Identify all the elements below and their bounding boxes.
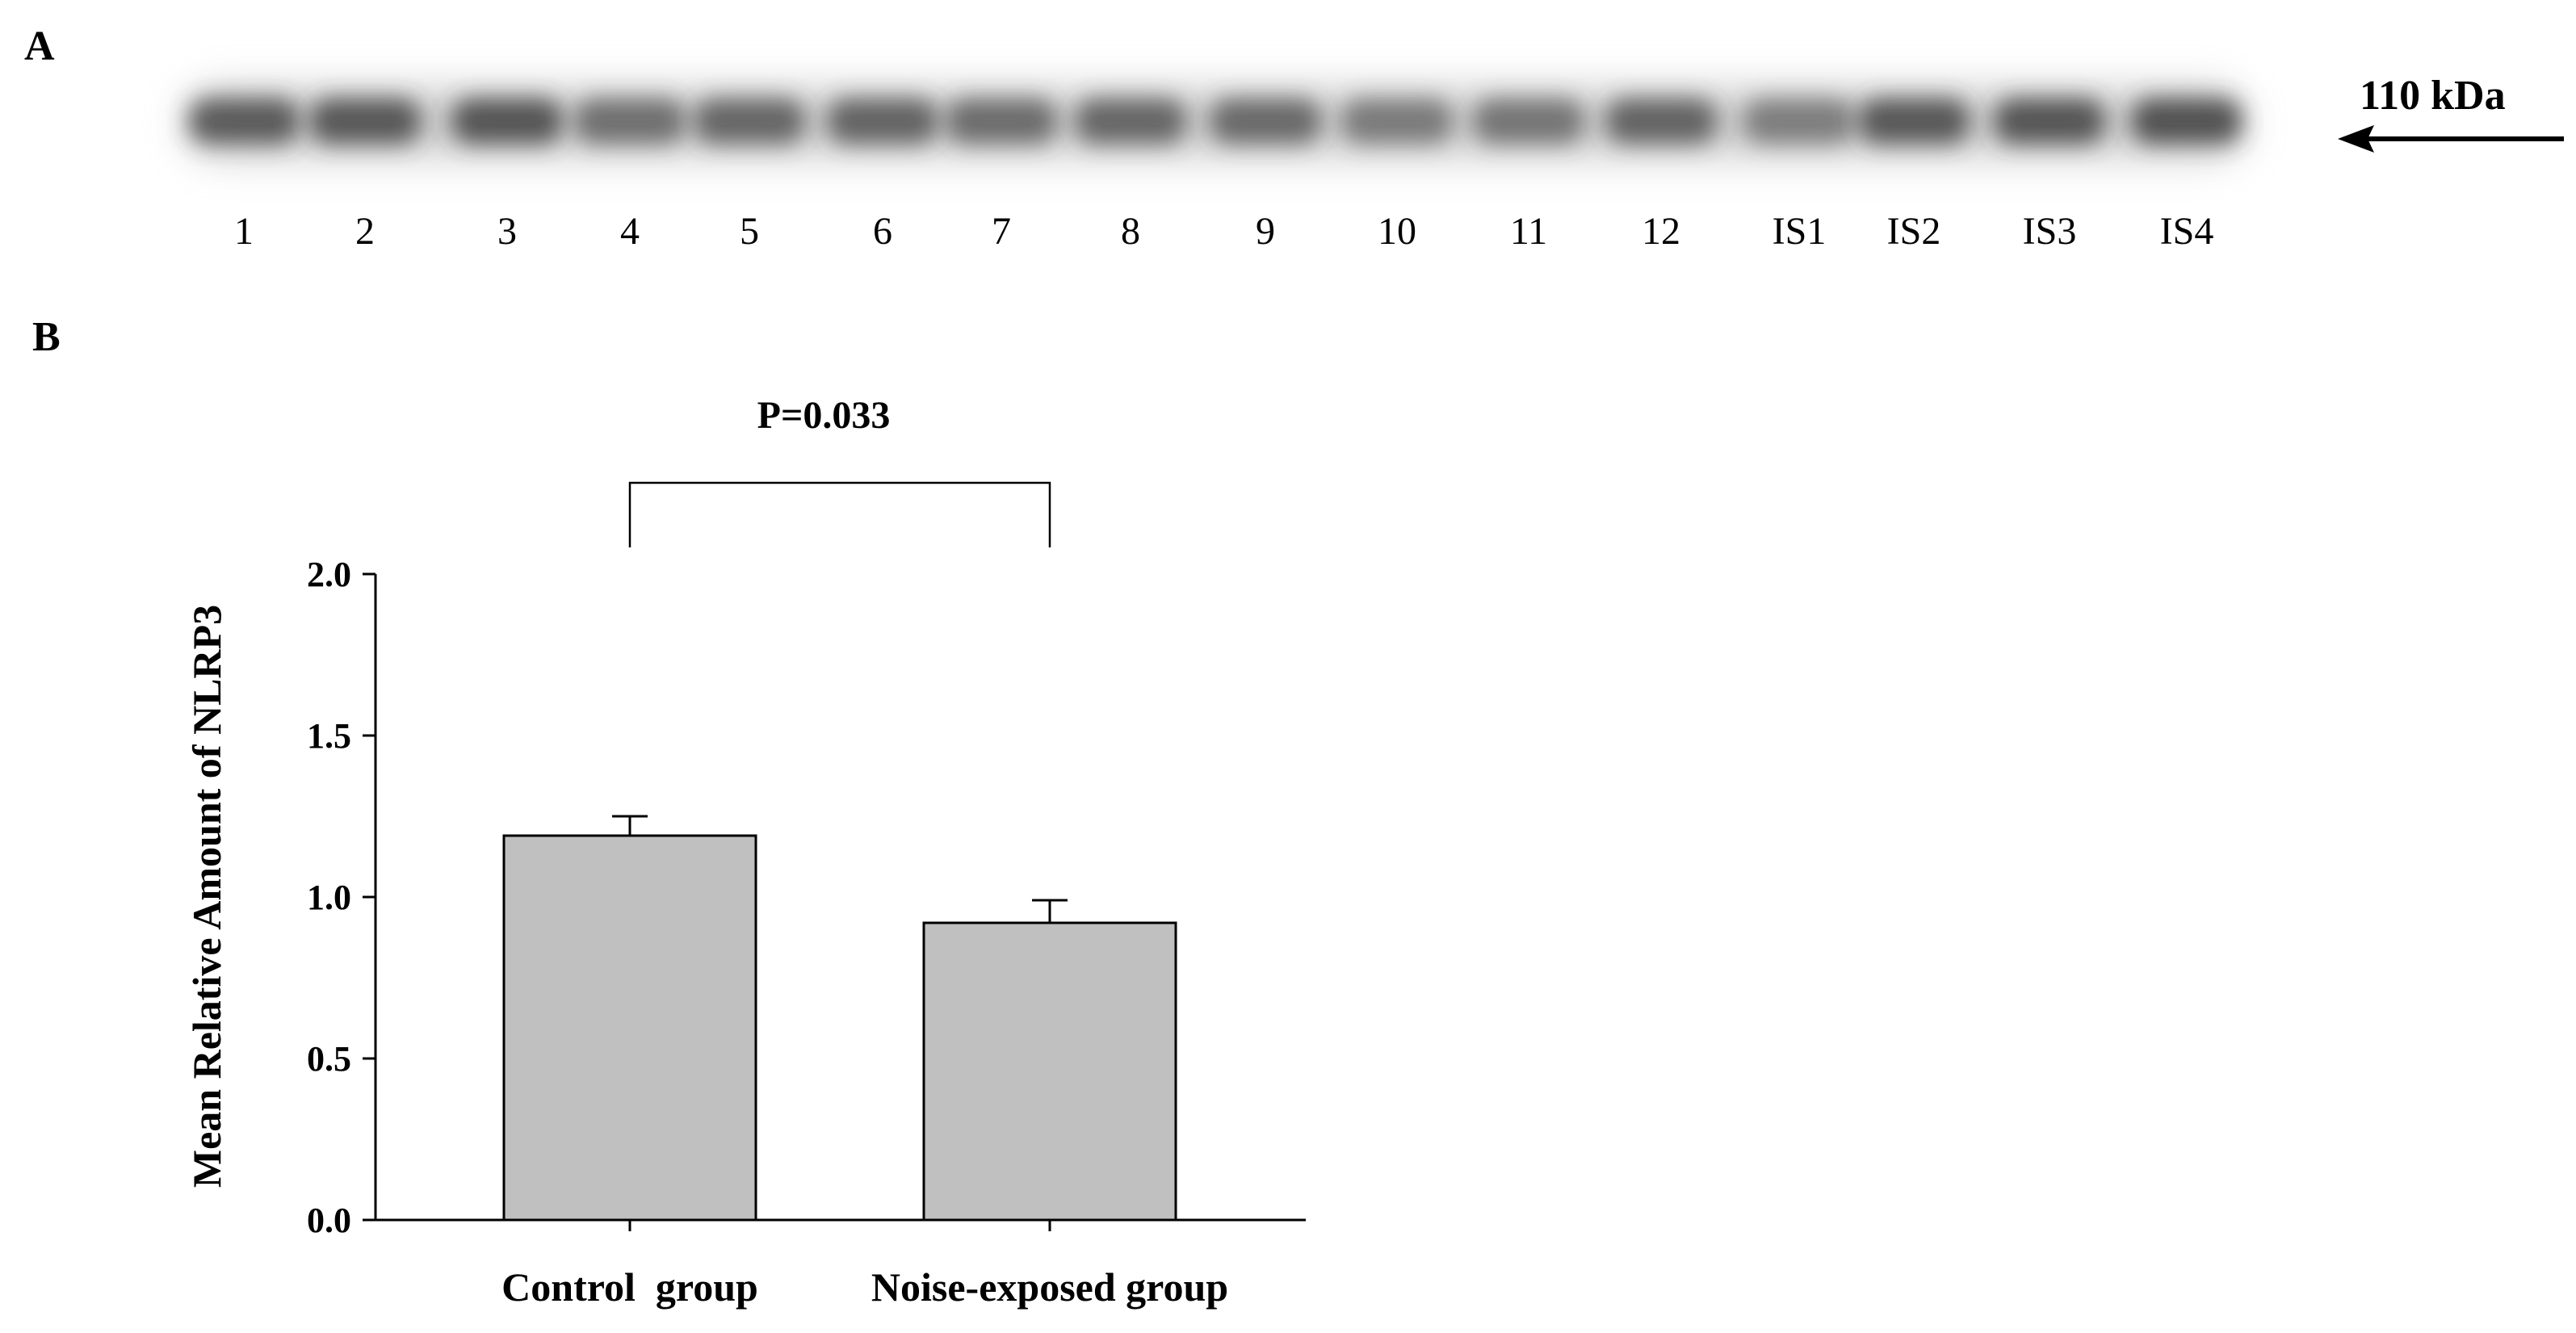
bar-control [502,834,757,1222]
lane-label-3: 3 [497,210,517,253]
y-tick-label: 1.5 [307,716,351,756]
bar-noise-exposed [922,921,1177,1222]
lane-label-11: 11 [1510,210,1547,253]
molecular-weight-marker: 110 kDa [2338,73,2564,153]
significance-label: P=0.033 [757,394,891,437]
error-bars [612,815,1068,923]
y-axis-title: Mean Relative Amount of NLRP3 [184,605,229,1188]
lane-labels: 1 2 3 4 5 6 7 8 9 10 11 12 IS1 IS2 IS3 IS4 [234,210,2213,253]
band-lane-12 [1606,99,1716,144]
band-lane-IS1 [1744,99,1854,144]
band-lane-2 [310,99,420,144]
lane-label-5: 5 [740,210,759,253]
panel-label-a: A [24,23,55,69]
band-lane-9 [1210,99,1320,144]
lane-label-1: 1 [234,210,254,253]
lane-label-2: 2 [355,210,375,253]
y-tick-label: 0.5 [307,1039,351,1079]
lane-label-7: 7 [992,210,1011,253]
band-lane-5 [694,99,804,144]
category-label: Control group [501,1264,758,1310]
band-lane-8 [1076,99,1185,144]
panel-label-b: B [32,314,61,360]
lane-label-9: 9 [1256,210,1275,253]
band-lane-IS4 [2132,99,2242,144]
band-lane-7 [946,99,1056,144]
lane-label-IS2: IS2 [1887,210,1941,253]
band-lane-10 [1342,99,1452,144]
y-tick-label: 1.0 [307,878,351,917]
band-lane-11 [1474,99,1584,144]
y-tick-label: 0.0 [307,1201,351,1240]
category-label: Noise-exposed group [871,1264,1228,1310]
band-lane-4 [575,99,685,144]
lane-label-4: 4 [620,210,640,253]
lane-label-6: 6 [873,210,892,253]
y-tick-label: 2.0 [307,555,351,594]
band-lane-6 [828,99,938,144]
significance-bracket [628,481,1051,547]
lane-label-IS3: IS3 [2023,210,2077,253]
marker-arrow-head [2338,125,2374,153]
lane-label-8: 8 [1121,210,1140,253]
lane-label-10: 10 [1378,210,1416,253]
significance-bracket-line [628,481,1051,547]
marker-label: 110 kDa [2360,73,2506,119]
bar-chart: 0.0 0.5 1.0 1.5 2.0 Control group Noise-expos… [184,394,1306,1310]
lane-label-12: 12 [1642,210,1680,253]
category-labels: Control group Noise-exposed group [501,1264,1228,1310]
blot-bands [189,99,2242,144]
band-lane-IS3 [1995,99,2104,144]
band-lane-IS2 [1859,99,1969,144]
bars [502,834,1177,1222]
western-blot: 1 2 3 4 5 6 7 8 9 10 11 12 IS1 IS2 IS3 IS4 [186,90,2245,253]
x-axis [375,1218,1306,1231]
band-lane-3 [452,99,562,144]
band-lane-1 [189,99,299,144]
lane-label-IS4: IS4 [2160,210,2214,253]
lane-label-IS1: IS1 [1773,210,1827,253]
y-axis: 0.0 0.5 1.0 1.5 2.0 [307,555,377,1240]
